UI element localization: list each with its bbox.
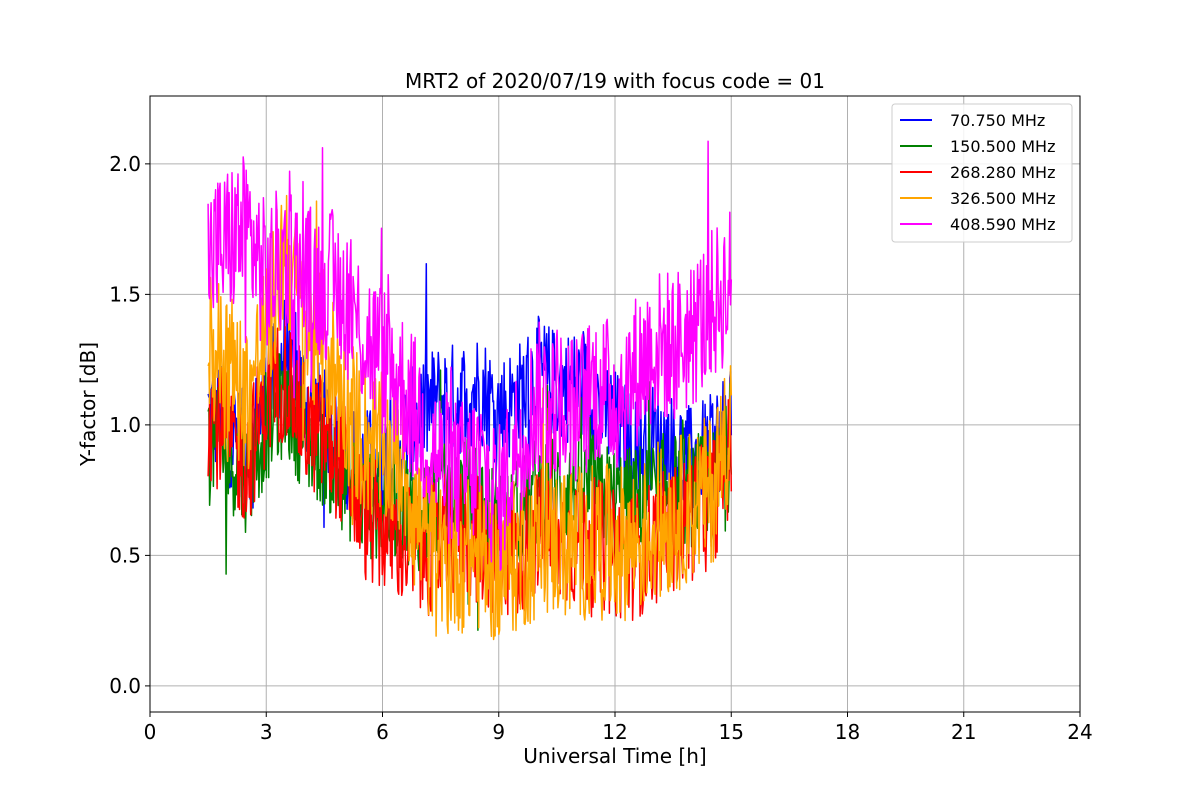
chart-title: MRT2 of 2020/07/19 with focus code = 01	[405, 69, 825, 93]
x-tick-label: 9	[492, 720, 505, 744]
x-tick-label: 21	[951, 720, 976, 744]
x-tick-label: 15	[719, 720, 744, 744]
x-tick-label: 24	[1067, 720, 1092, 744]
legend-box	[891, 103, 1073, 243]
legend: 70.750 MHz 150.500 MHz 268.280 MHz 326.500 …	[891, 103, 1073, 243]
legend-label: 150.500 MHz	[950, 137, 1055, 156]
y-tick-label: 1.0	[109, 413, 141, 437]
x-tick-label: 18	[835, 720, 860, 744]
x-tick-label: 0	[144, 720, 157, 744]
x-axis-ticks: 0 3 6 9 12 15 18 21 24	[144, 712, 1093, 744]
y-axis-label: Y-factor [dB]	[76, 342, 100, 467]
y-tick-label: 0.5	[109, 543, 141, 567]
x-tick-label: 6	[376, 720, 389, 744]
plot-series	[207, 140, 733, 641]
y-axis-ticks: 0.0 0.5 1.0 1.5 2.0	[109, 152, 150, 698]
x-tick-label: 3	[260, 720, 273, 744]
y-tick-label: 0.0	[109, 674, 141, 698]
x-tick-label: 12	[602, 720, 627, 744]
legend-label: 70.750 MHz	[950, 111, 1045, 130]
legend-label: 268.280 MHz	[950, 163, 1055, 182]
series-line-4	[207, 140, 733, 571]
x-axis-label: Universal Time [h]	[523, 744, 706, 768]
legend-label: 408.590 MHz	[950, 215, 1055, 234]
y-tick-label: 1.5	[109, 282, 141, 306]
legend-label: 326.500 MHz	[950, 189, 1055, 208]
series-line-0	[207, 262, 733, 529]
y-tick-label: 2.0	[109, 152, 141, 176]
